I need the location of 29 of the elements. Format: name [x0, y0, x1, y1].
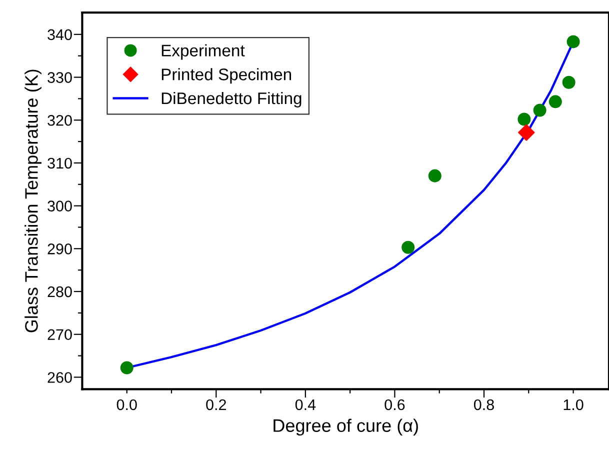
x-tick-label: 0.0 [116, 399, 137, 410]
point [402, 240, 415, 254]
y-tick-label: 320 [48, 114, 72, 126]
y-tick-label: 330 [48, 72, 72, 83]
x-tick-label: 0.6 [384, 399, 405, 410]
x-tick-label: 1.0 [564, 399, 584, 410]
x-tick-label: 0.8 [474, 399, 494, 410]
y-tick-label: 270 [48, 329, 72, 340]
y-axis-title: Glass Transition Temperature (K) [24, 70, 42, 332]
point [518, 112, 531, 126]
point [518, 124, 535, 141]
point [533, 104, 546, 117]
y-tick-label: 300 [48, 200, 72, 212]
point [120, 361, 134, 374]
x-tick-label: 0.2 [206, 399, 226, 410]
legend-label: Printed Specimen [162, 68, 292, 84]
point [566, 35, 580, 48]
point [548, 95, 562, 108]
legend-label: Experiment [162, 44, 245, 60]
legend-label: DiBenedetto Fitting [162, 92, 302, 108]
point [562, 76, 576, 89]
y-tick-label: 340 [48, 29, 72, 40]
y-tick-label: 280 [48, 286, 72, 298]
y-tick-label: 310 [48, 158, 72, 169]
y-tick-label: 290 [48, 244, 72, 254]
y-tick-label: 260 [48, 372, 72, 383]
x-tick-label: 0.4 [295, 399, 316, 410]
x-axis-title: Degree of cure (α) [274, 418, 418, 436]
point [428, 169, 442, 182]
